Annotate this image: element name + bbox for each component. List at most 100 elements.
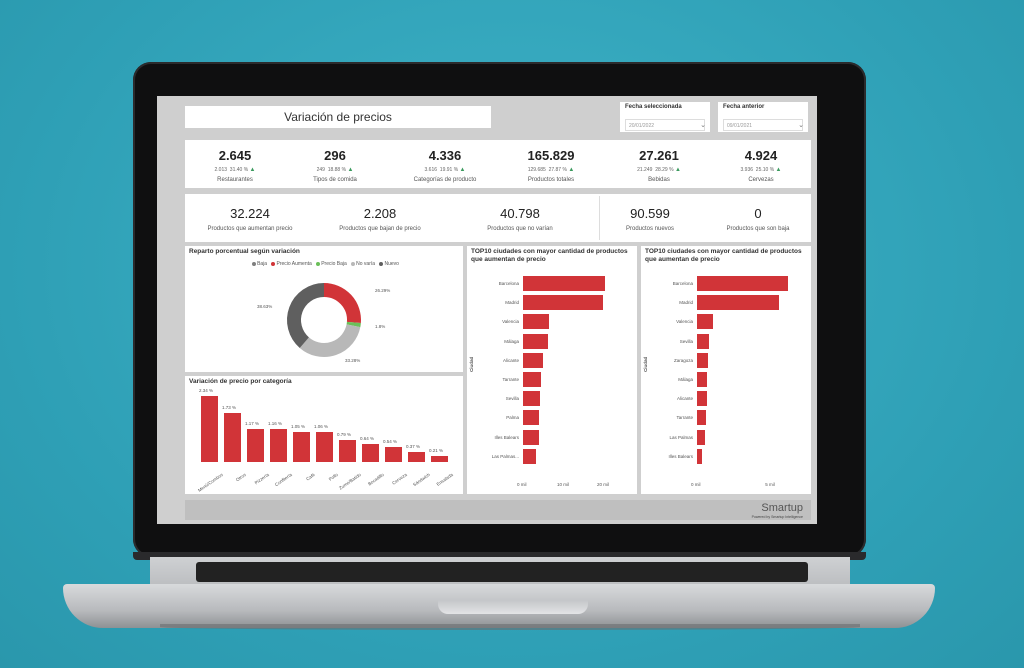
category-bar[interactable] — [247, 429, 264, 462]
donut-chart-card: Reparto porcentual según variación Baja … — [185, 246, 463, 372]
category-bar[interactable] — [385, 446, 402, 462]
city-bar[interactable] — [697, 448, 703, 464]
category-bar[interactable] — [339, 439, 356, 462]
kpi-cervezas: 4.924 3.936 25.10 % ▲ Cervezas — [711, 140, 811, 188]
data-label: 1.05 % — [291, 424, 306, 430]
product-kpi-row: 32.224 Productos que aumentan precio 2.2… — [185, 194, 811, 242]
kpi-nuevos: 90.599 Productos nuevos — [595, 194, 705, 242]
city-bar[interactable] — [697, 352, 709, 368]
category-bar[interactable] — [224, 413, 241, 462]
data-label: 26.29% — [375, 288, 391, 293]
city-bar[interactable] — [523, 276, 605, 291]
legend-swatch — [316, 261, 321, 266]
data-label: 0.21 % — [429, 448, 444, 454]
city-tick-label: Sevilla — [679, 338, 693, 344]
data-label: 1.17 % — [245, 421, 260, 426]
kpi-prev: 2.013 — [214, 167, 228, 173]
city-tick-label: Illes Balears — [494, 434, 519, 440]
city-tick-label: Illes Balears — [668, 453, 693, 459]
data-label: 0.37 % — [406, 443, 421, 449]
powered-by-text: Powered by Smartup Intelligence — [751, 515, 803, 519]
city-bar[interactable] — [523, 410, 539, 426]
category-bar[interactable] — [201, 396, 218, 462]
donut-slice-precio-aumenta[interactable] — [323, 283, 361, 323]
city-tick-label: Tarrante — [502, 377, 519, 382]
kpi-value: 90.599 — [630, 206, 670, 221]
city-bar[interactable] — [697, 372, 708, 387]
slicer-fecha-seleccionada[interactable]: Fecha seleccionada 20/01/2022 ⌄ — [620, 102, 710, 132]
kpi-delta: 249 18.88 % ▲ — [285, 167, 385, 173]
kpi-categorias: 4.336 3.616 19.91 % ▲ Categorías de prod… — [395, 140, 495, 188]
city-bar[interactable] — [523, 391, 540, 407]
x-tick-label: 10 mil — [557, 482, 570, 487]
kpi-delta: 3.936 25.10 % ▲ — [711, 167, 811, 173]
kpi-caption: Tipos de comida — [313, 177, 357, 183]
city-bar[interactable] — [697, 429, 706, 445]
city-tick-label: Málaga — [678, 377, 693, 382]
city-bar[interactable] — [523, 314, 549, 330]
data-label: 38.63% — [257, 304, 273, 309]
category-bar[interactable] — [293, 432, 310, 462]
city-tick-label: Sevilla — [505, 396, 519, 402]
up-triangle-icon: ▲ — [775, 167, 782, 173]
chevron-down-icon[interactable]: ⌄ — [798, 122, 804, 129]
kpi-pct: 28.29 % — [655, 167, 674, 173]
category-bar[interactable] — [316, 432, 333, 462]
city-bar[interactable] — [523, 448, 537, 464]
kpi-value: 2.208 — [363, 206, 397, 221]
city-tick-label: Madrid — [679, 300, 693, 306]
city-bar-chart-2: Barcelona Madrid Valencia Sevilla Zaragoza Má… — [641, 246, 811, 494]
donut-slice-nuevo[interactable] — [287, 283, 325, 348]
chart-legend: Baja Precio Aumenta Precio Baja No varía… — [185, 261, 463, 267]
category-bar[interactable] — [431, 456, 448, 462]
city-bar[interactable] — [523, 352, 543, 368]
category-bar[interactable] — [408, 451, 425, 462]
chevron-down-icon[interactable]: ⌄ — [700, 122, 706, 129]
chart-title: Reparto porcentual según variación — [189, 248, 300, 255]
kpi-caption: Productos que aumentan precio — [207, 226, 293, 232]
city-bar[interactable] — [697, 410, 706, 426]
data-label: 0.54 % — [383, 438, 398, 444]
kpi-value: 4.336 — [428, 148, 462, 163]
kpi-caption: Restaurantes — [217, 177, 253, 183]
kpi-caption: Productos nuevos — [625, 226, 675, 232]
slicer-fecha-anterior[interactable]: Fecha anterior 09/01/2021 ⌄ — [718, 102, 808, 132]
donut-slice-no-varía[interactable] — [299, 323, 361, 357]
city-bar[interactable] — [523, 372, 541, 387]
x-tick-label: 5 mil — [765, 482, 775, 487]
city-bar[interactable] — [697, 391, 707, 407]
kpi-pct: 31.40 % — [229, 167, 249, 173]
city-bar[interactable] — [697, 333, 709, 349]
kpi-caption: Productos que son baja — [726, 226, 790, 232]
slicer-label: Fecha seleccionada — [625, 104, 682, 110]
kpi-pct: 19.91 % — [439, 167, 459, 173]
kpi-delta: 129.685 27.87 % ▲ — [501, 167, 601, 173]
page-title: Variación de precios — [185, 106, 491, 128]
data-label: 1.8% — [375, 324, 386, 329]
kpi-pct: 18.88 % — [327, 167, 347, 173]
city-bar[interactable] — [523, 429, 539, 445]
kpi-pct: 25.10 % — [755, 167, 775, 173]
city-bar[interactable] — [697, 295, 779, 311]
kpi-caption: Categorías de producto — [413, 177, 477, 183]
city-bar[interactable] — [697, 314, 714, 330]
kpi-value: 27.261 — [639, 148, 679, 163]
city-bar[interactable] — [697, 276, 788, 291]
kpi-value: 296 — [324, 148, 346, 163]
x-tick-label: 20 mil — [597, 482, 610, 487]
kpi-bebidas: 27.261 21.249 28.29 % ▲ Bebidas — [609, 140, 709, 188]
category-bar[interactable] — [362, 443, 379, 462]
city-tick-label: Las Palmas — [669, 434, 693, 440]
kpi-value: 0 — [754, 206, 762, 221]
city-bar[interactable] — [523, 333, 548, 349]
category-bar[interactable] — [270, 429, 287, 462]
city-tick-label: Barcelona — [672, 281, 693, 286]
city-tick-label: Palma — [506, 415, 519, 421]
city-tick-label: Las Palmas... — [491, 453, 519, 459]
city-bar[interactable] — [523, 295, 603, 311]
kpi-prev: 3.616 — [424, 167, 438, 173]
kpi-delta: 2.013 31.40 % ▲ — [185, 167, 285, 173]
data-label: 1.06 % — [314, 424, 329, 430]
top10-cities-chart-card-2: TOP10 ciudades con mayor cantidad de pro… — [641, 246, 811, 494]
divider — [599, 196, 600, 240]
